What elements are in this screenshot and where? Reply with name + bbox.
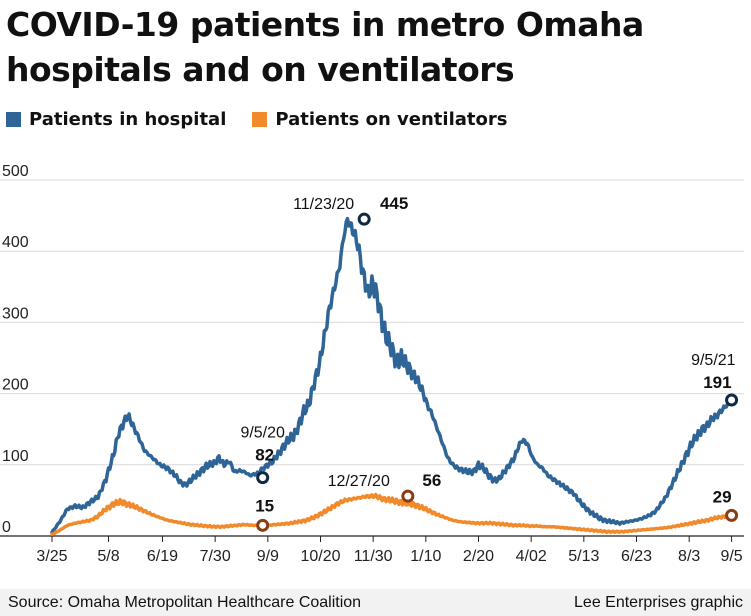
x-tick-label: 7/30 [200, 548, 231, 565]
hospital-series-line [50, 216, 734, 535]
x-tick-label: 6/19 [147, 548, 178, 565]
x-tick-label: 5/13 [568, 548, 599, 565]
legend: Patients in hospital Patients on ventila… [6, 106, 533, 132]
annotation-value: 15 [255, 496, 274, 515]
chart-title: COVID-19 patients in metro Omaha hospita… [6, 5, 644, 89]
legend-swatch-ventilators [252, 111, 268, 127]
annotation-marker [256, 471, 270, 485]
annotation-marker [401, 489, 415, 503]
y-tick-label: 200 [2, 377, 29, 394]
annotation-value: 445 [380, 194, 408, 213]
legend-label-ventilators: Patients on ventilators [275, 108, 508, 130]
x-tick-label: 9/5 [720, 548, 742, 565]
annotation-value: 56 [422, 471, 441, 490]
legend-item-ventilators: Patients on ventilators [252, 109, 507, 130]
annotation-date: 11/23/20 [293, 196, 354, 213]
annotation-value: 191 [703, 373, 731, 392]
annotation-marker [725, 393, 739, 407]
legend-swatch-hospital [6, 111, 21, 127]
source-note: Source: Omaha Metropolitan Healthcare Co… [8, 594, 362, 611]
annotation-marker [725, 508, 739, 522]
ventilator-series-line [50, 492, 734, 536]
legend-label-hospital: Patients in hospital [29, 108, 227, 130]
x-tick-label: 2/20 [463, 548, 494, 565]
x-tick-label: 1/10 [410, 548, 441, 565]
y-tick-label: 500 [2, 163, 29, 180]
x-tick-label: 11/30 [354, 548, 393, 565]
annotation-date: 9/5/20 [240, 425, 285, 442]
x-tick-label: 4/02 [516, 548, 547, 565]
x-tick-label: 10/20 [300, 548, 340, 565]
footer: Source: Omaha Metropolitan Healthcare Co… [0, 589, 751, 616]
annotation-value: 29 [713, 487, 732, 506]
annotation-date: 12/27/20 [328, 473, 390, 490]
x-tick-label: 8/3 [678, 548, 700, 565]
annotation-value: 82 [255, 446, 274, 465]
x-tick-label: 6/23 [621, 548, 652, 565]
y-tick-label: 400 [2, 234, 29, 251]
credit-note: Lee Enterprises graphic [574, 594, 743, 611]
annotation-marker [256, 518, 270, 532]
annotation-marker [357, 212, 371, 226]
x-tick-label: 5/8 [97, 548, 119, 565]
annotation-date: 9/5/21 [691, 352, 736, 369]
x-tick-label: 9/9 [257, 548, 279, 565]
y-tick-label: 0 [2, 519, 11, 536]
y-tick-label: 100 [2, 448, 29, 465]
legend-item-hospital: Patients in hospital [6, 109, 226, 130]
x-tick-label: 3/25 [36, 548, 67, 565]
y-tick-label: 300 [2, 305, 29, 322]
line-chart: 0 100 200 300 400 500 3/25 5/8 6/19 7/30 9/9 10/20 1… [0, 163, 744, 565]
